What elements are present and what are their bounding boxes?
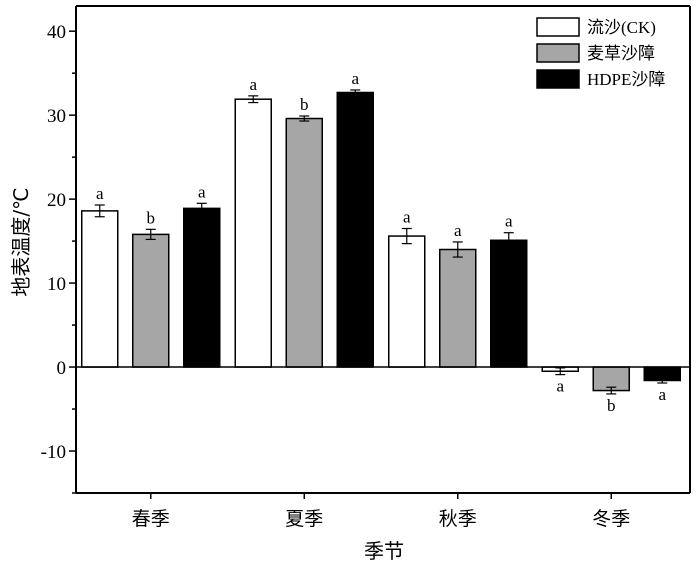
significance-label: a <box>96 184 104 203</box>
y-tick-label: 20 <box>47 190 66 211</box>
legend-swatch-3 <box>536 69 580 89</box>
y-axis-title: 地表温度/℃ <box>9 187 33 296</box>
bar-2-1 <box>132 233 170 368</box>
bar-2-3 <box>439 248 477 368</box>
significance-label: a <box>403 208 411 227</box>
legend-label: 麦草沙障 <box>587 44 655 63</box>
significance-label: a <box>454 221 462 240</box>
legend-swatch-2 <box>536 43 580 63</box>
x-category-label: 秋季 <box>439 508 477 530</box>
significance-label: b <box>607 396 616 415</box>
bar-2-2 <box>285 117 323 368</box>
bar-1-3 <box>388 235 426 368</box>
significance-label: a <box>249 75 257 94</box>
x-category-label: 冬季 <box>592 508 630 530</box>
significance-label: a <box>505 212 513 231</box>
y-tick-label: 40 <box>47 22 66 43</box>
significance-label: b <box>147 208 156 227</box>
legend-label: 流沙(CK) <box>587 18 656 37</box>
legend: 流沙(CK) 麦草沙障 HDPE沙障 <box>536 17 665 89</box>
bar-3-3 <box>490 239 528 368</box>
legend-swatch-1 <box>536 17 580 37</box>
bar-1-1 <box>81 210 119 368</box>
significance-label: a <box>556 377 564 396</box>
significance-label: a <box>351 69 359 88</box>
y-tick-label: 30 <box>47 106 66 127</box>
bar-1-2 <box>234 98 272 368</box>
bar-3-1 <box>183 207 221 368</box>
x-axis-title: 季节 <box>364 539 404 563</box>
significance-label: a <box>198 182 206 201</box>
significance-label: b <box>300 95 309 114</box>
x-category-label: 春季 <box>132 508 170 530</box>
y-tick-label: 0 <box>57 358 67 379</box>
legend-label: HDPE沙障 <box>587 70 665 89</box>
bar-3-2 <box>336 91 374 368</box>
bars-layer: a b a a b a a a a a b a <box>81 69 681 415</box>
y-tick-label: 10 <box>47 274 66 295</box>
axes-layer: -10 0 10 20 30 40 春季 夏季 秋季 冬季 <box>41 5 691 530</box>
y-tick-label: -10 <box>41 442 66 463</box>
x-category-label: 夏季 <box>285 508 323 530</box>
significance-label: a <box>658 385 666 404</box>
